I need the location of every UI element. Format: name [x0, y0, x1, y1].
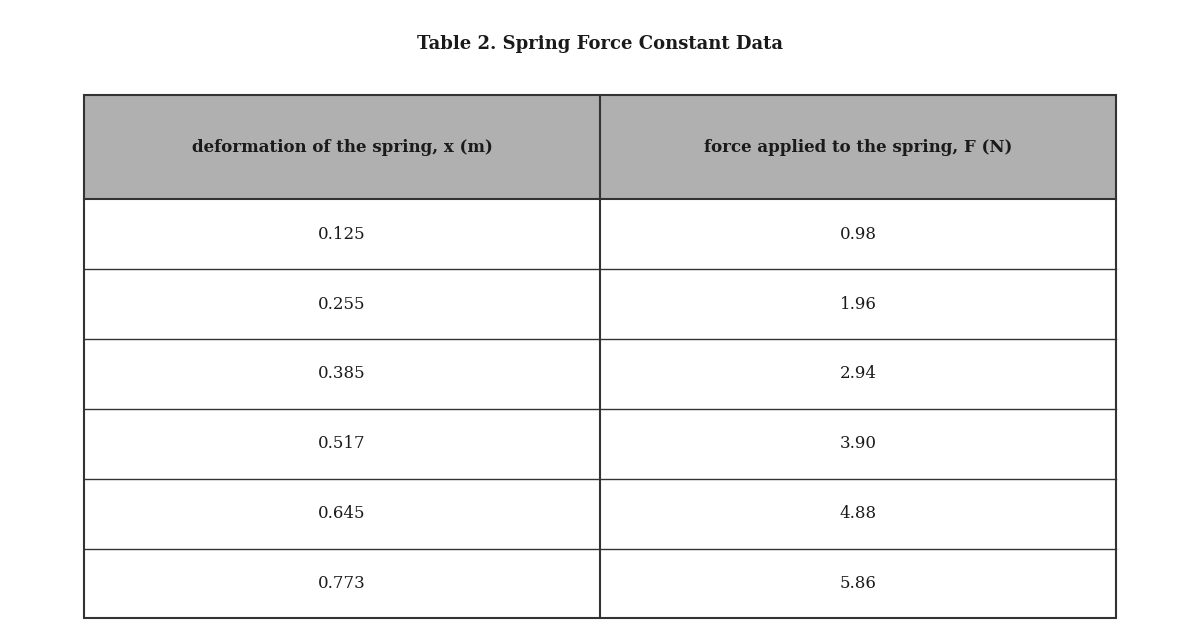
Text: 0.125: 0.125 [318, 226, 366, 243]
Text: 0.255: 0.255 [318, 296, 366, 312]
Bar [84, 339, 1116, 409]
Text: deformation of the spring, x (m): deformation of the spring, x (m) [192, 139, 492, 155]
Bar [84, 479, 1116, 548]
Text: 2.94: 2.94 [840, 365, 876, 382]
Text: 5.86: 5.86 [840, 575, 876, 592]
Text: 0.517: 0.517 [318, 435, 366, 452]
Bar [84, 548, 1116, 618]
Text: 3.90: 3.90 [840, 435, 876, 452]
Text: 0.645: 0.645 [318, 505, 366, 522]
Text: Table 2. Spring Force Constant Data: Table 2. Spring Force Constant Data [418, 35, 784, 53]
Text: 4.88: 4.88 [840, 505, 876, 522]
Text: 0.385: 0.385 [318, 365, 366, 382]
Text: force applied to the spring, F (N): force applied to the spring, F (N) [704, 139, 1012, 155]
Bar [84, 409, 1116, 479]
Text: 1.96: 1.96 [840, 296, 876, 312]
Text: 0.773: 0.773 [318, 575, 366, 592]
Bar [84, 269, 1116, 339]
Bar [84, 199, 1116, 269]
Text: 0.98: 0.98 [840, 226, 876, 243]
Bar [84, 95, 1116, 199]
Bar [84, 95, 1116, 618]
